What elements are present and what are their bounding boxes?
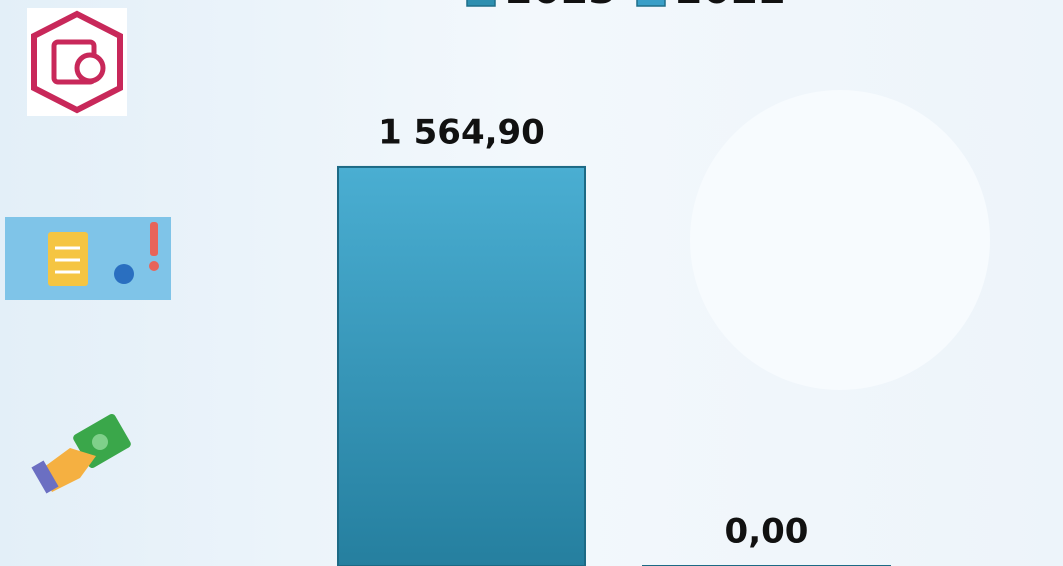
legend-label: 2023: [505, 0, 616, 13]
legend-label: 2022: [675, 0, 786, 13]
icon-ruble: [27, 8, 127, 116]
icon-checklist: [5, 217, 171, 300]
chart: 2023 2022 1 564,90 0,00: [0, 0, 1063, 566]
bar: [338, 167, 585, 566]
data-label: 0,00: [725, 512, 809, 552]
data-label: 1 564,90: [378, 112, 545, 152]
legend-swatch: [637, 0, 665, 6]
legend-swatch: [467, 0, 495, 6]
decor: [690, 90, 990, 390]
